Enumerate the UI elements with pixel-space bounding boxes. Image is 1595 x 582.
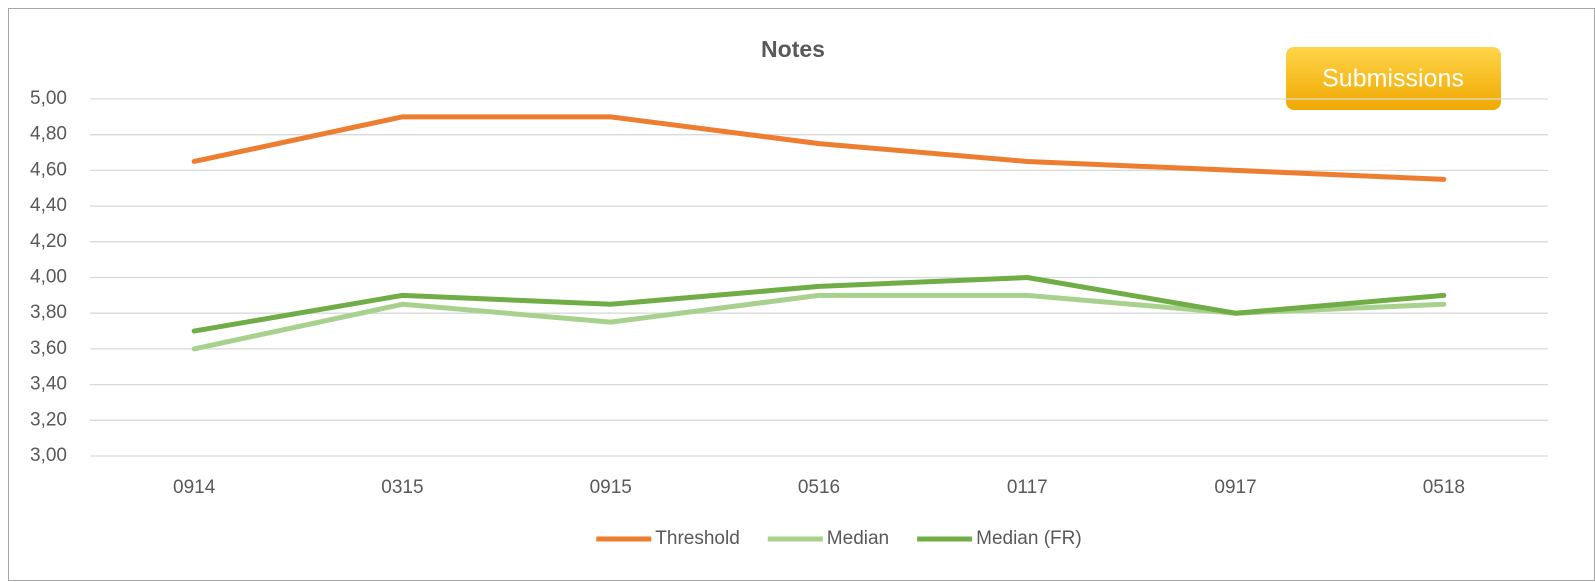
x-tick-label: 0117 [1007, 477, 1048, 498]
x-tick-label: 0914 [173, 477, 216, 498]
legend-label: Median (FR) [976, 528, 1082, 549]
y-tick-label: 4,80 [30, 124, 67, 145]
series-line [191, 275, 1447, 334]
y-tick-label: 3,60 [30, 338, 67, 359]
chart-title: Notes [761, 36, 825, 62]
x-tick-label: 0915 [590, 477, 632, 498]
y-tick-label: 3,00 [30, 445, 67, 466]
y-tick-label: 4,00 [30, 267, 67, 288]
y-tick-label: 4,40 [30, 195, 67, 216]
annotation-button[interactable]: Submissions [1286, 47, 1501, 110]
x-tick-label: 0315 [381, 477, 423, 498]
legend-label: Median [827, 528, 889, 549]
button-label[interactable]: Submissions [1322, 65, 1464, 93]
y-tick-label: 3,80 [30, 302, 67, 323]
series-line [191, 114, 1447, 182]
y-tick-label: 4,60 [30, 159, 67, 180]
y-tick-label: 3,40 [30, 374, 67, 395]
button-bg[interactable] [1286, 47, 1501, 110]
x-tick-label: 0917 [1214, 477, 1256, 498]
x-tick-label: 0518 [1423, 477, 1465, 498]
x-tick-label: 0516 [798, 477, 840, 498]
y-tick-label: 3,20 [30, 409, 67, 430]
y-tick-label: 5,00 [30, 88, 67, 109]
y-tick-label: 4,20 [30, 231, 67, 252]
legend-label: Threshold [655, 528, 740, 549]
